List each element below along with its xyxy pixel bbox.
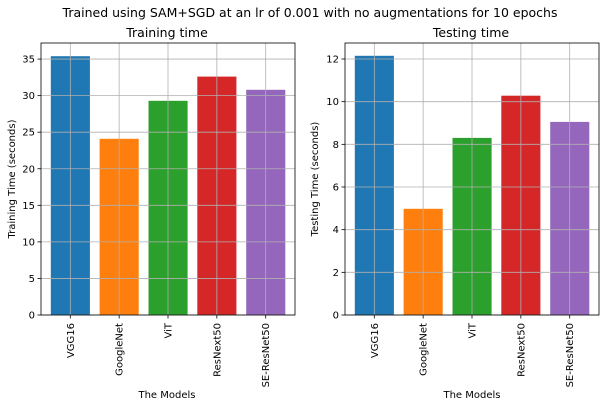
y-tick-label: 0 [333, 311, 339, 322]
x-tick-label: ResNext50 [516, 323, 527, 377]
y-tick-label: 5 [29, 274, 35, 285]
y-tick-label: 10 [326, 97, 339, 108]
y-tick-label: 12 [326, 55, 339, 66]
figure-suptitle: Trained using SAM+SGD at an lr of 0.001 … [62, 5, 558, 20]
axes-frame [40, 42, 296, 316]
x-tick-label: ResNext50 [212, 323, 223, 377]
y-tick-label: 2 [333, 268, 339, 279]
x-tick-label: VGG16 [370, 323, 381, 358]
y-axis-label: Testing Time (seconds) [310, 122, 321, 238]
y-axis-label: Training Time (seconds) [7, 119, 18, 239]
y-tick-label: 4 [333, 225, 339, 236]
training-time-chart: Training time The Models Training Time (… [7, 25, 296, 401]
y-tick-label: 15 [22, 201, 35, 212]
chart-title: Testing time [432, 25, 509, 40]
x-axis-label: The Models [137, 390, 195, 401]
y-tick-label: 8 [333, 140, 339, 151]
x-axis-label: The Models [442, 390, 500, 401]
x-tick-label: ViT [468, 322, 479, 338]
y-tick-label: 35 [22, 55, 35, 66]
y-tick-label: 25 [22, 128, 35, 139]
y-tick-label: 30 [22, 91, 35, 102]
x-tick-label: SE-ResNet50 [261, 323, 272, 387]
x-tick-label: GoogleNet [419, 323, 430, 376]
y-tick-label: 20 [22, 164, 35, 175]
axes-frame [344, 42, 600, 316]
testing-time-chart: Testing time The Models Testing Time (se… [310, 25, 600, 401]
x-tick-label: SE-ResNet50 [565, 323, 576, 387]
x-tick-label: ViT [164, 322, 175, 338]
y-tick-label: 10 [22, 237, 35, 248]
y-tick-label: 0 [29, 311, 35, 322]
chart-title: Training time [125, 25, 208, 40]
y-tick-label: 6 [333, 183, 339, 194]
x-tick-label: VGG16 [66, 323, 77, 358]
x-tick-label: GoogleNet [115, 323, 126, 376]
